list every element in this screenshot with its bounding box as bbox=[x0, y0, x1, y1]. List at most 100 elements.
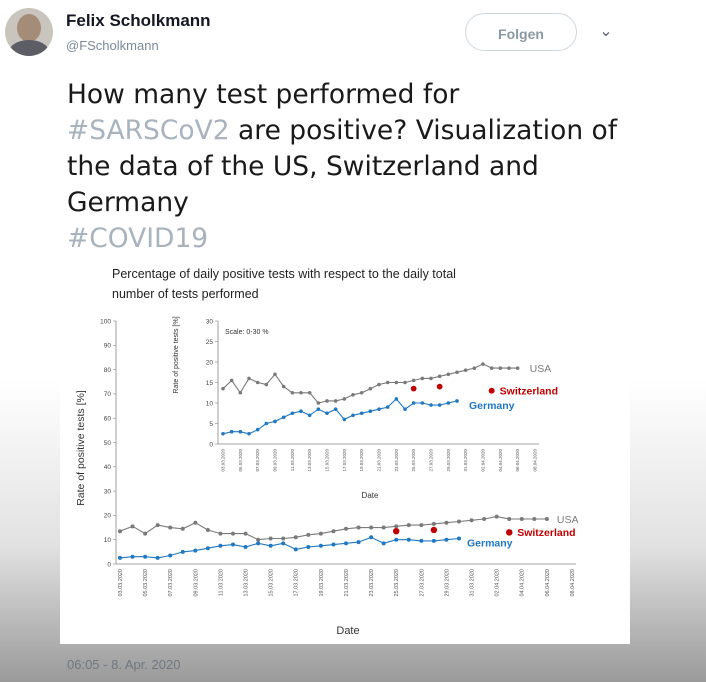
main-y-tick-label: 90 bbox=[104, 343, 112, 350]
main-y-tick-label: 50 bbox=[104, 440, 112, 447]
main-point-usa bbox=[318, 531, 323, 536]
inset-point-usa bbox=[273, 372, 277, 377]
main-x-tick-label: 17.03.2020 bbox=[294, 569, 300, 597]
inset-point-germany bbox=[255, 427, 260, 432]
inset-point-usa bbox=[489, 366, 494, 370]
inset-point-germany bbox=[273, 419, 277, 424]
inset-point-germany bbox=[325, 411, 329, 416]
main-x-tick-label: 21.03.2020 bbox=[344, 569, 350, 597]
inset-point-germany bbox=[359, 411, 364, 416]
main-x-tick-label: 27.03.2020 bbox=[419, 569, 425, 597]
inset-point-germany bbox=[385, 405, 390, 409]
main-x-tick-label: 31.03.2020 bbox=[469, 569, 475, 597]
follow-button[interactable]: Folgen bbox=[465, 13, 577, 51]
main-point-germany bbox=[293, 547, 298, 552]
inset-point-usa bbox=[229, 378, 234, 383]
main-point-germany bbox=[155, 555, 160, 560]
main-point-switzerland bbox=[393, 527, 400, 535]
main-x-tick-label: 04.04.2020 bbox=[520, 569, 526, 597]
inset-point-usa bbox=[238, 390, 243, 395]
inset-point-usa bbox=[394, 380, 399, 385]
inset-point-switzerland bbox=[410, 385, 417, 392]
inset-point-usa bbox=[498, 366, 503, 370]
inset-legend-usa: USA bbox=[530, 363, 552, 375]
inset-point-usa bbox=[290, 390, 295, 395]
inset-x-tick-label: 11.03.2020 bbox=[290, 449, 295, 472]
main-x-tick-label: 29.03.2020 bbox=[444, 569, 450, 597]
main-x-tick-label: 02.04.2020 bbox=[495, 569, 501, 597]
inset-point-usa bbox=[515, 366, 520, 370]
inset-point-germany bbox=[394, 397, 399, 401]
inset-point-germany bbox=[299, 409, 303, 413]
main-point-germany bbox=[118, 555, 122, 560]
main-x-tick-label: 25.03.2020 bbox=[394, 569, 400, 597]
main-point-germany bbox=[130, 554, 135, 559]
main-point-usa bbox=[344, 526, 348, 531]
inset-point-germany bbox=[455, 399, 459, 403]
main-y-tick-label: 40 bbox=[104, 464, 112, 471]
main-x-axis-label: Date bbox=[336, 625, 359, 637]
hashtag-covid19[interactable]: #COVID19 bbox=[67, 223, 209, 254]
main-point-usa bbox=[532, 517, 537, 522]
main-point-usa bbox=[444, 520, 449, 525]
tweet-line-3: the data of the US, Switzerland and bbox=[67, 151, 539, 182]
inset-point-usa bbox=[299, 390, 303, 395]
main-legend-usa: USA bbox=[557, 514, 579, 526]
inset-point-usa bbox=[342, 397, 347, 401]
chart-title-line-2: number of tests performed bbox=[112, 287, 259, 301]
main-point-germany bbox=[369, 535, 374, 540]
user-handle[interactable]: @FScholkmann bbox=[66, 38, 159, 53]
main-point-usa bbox=[406, 523, 411, 528]
chart-image[interactable]: Percentage of daily positive tests with … bbox=[60, 258, 630, 644]
main-point-usa bbox=[469, 518, 474, 523]
main-point-usa bbox=[256, 537, 261, 542]
inset-point-usa bbox=[455, 370, 459, 375]
inset-x-tick-label: 02.04.2020 bbox=[481, 449, 486, 472]
inset-point-usa bbox=[429, 376, 433, 381]
inset-point-usa bbox=[325, 399, 329, 403]
inset-series-germany-line bbox=[222, 398, 458, 435]
main-point-usa bbox=[544, 517, 549, 522]
inset-point-usa bbox=[316, 401, 321, 405]
main-point-germany bbox=[193, 548, 198, 553]
tweet-line-2: #SARSCoV2 are positive? Visualization of bbox=[67, 113, 667, 149]
tweet-timestamp[interactable]: 06:05 - 8. Apr. 2020 bbox=[67, 657, 181, 672]
hashtag-sarscov2[interactable]: #SARSCoV2 bbox=[67, 115, 230, 146]
main-x-tick-label: 06.04.2020 bbox=[545, 569, 551, 597]
main-point-germany bbox=[256, 541, 261, 546]
main-point-usa bbox=[205, 527, 210, 532]
main-point-usa bbox=[243, 531, 248, 536]
main-point-usa bbox=[143, 531, 148, 536]
main-y-tick-label: 0 bbox=[107, 561, 111, 568]
inset-x-tick-label: 29.03.2020 bbox=[446, 449, 451, 472]
inset-point-usa bbox=[481, 362, 485, 366]
inset-point-usa bbox=[351, 393, 355, 397]
inset-y-tick-label: 10 bbox=[206, 400, 214, 407]
main-point-usa bbox=[268, 536, 273, 541]
inset-x-tick-label: 09.03.2020 bbox=[273, 449, 278, 472]
inset-point-usa bbox=[255, 380, 260, 385]
main-point-usa bbox=[369, 525, 374, 530]
inset-x-tick-label: 06.04.2020 bbox=[515, 449, 520, 472]
main-y-tick-label: 60 bbox=[104, 415, 112, 422]
main-point-usa bbox=[356, 525, 361, 530]
inset-point-usa bbox=[385, 380, 390, 385]
inset-point-germany bbox=[221, 431, 225, 436]
inset-y-tick-label: 20 bbox=[206, 359, 214, 366]
inset-point-germany bbox=[437, 403, 442, 407]
avatar[interactable] bbox=[5, 8, 53, 56]
chevron-down-icon[interactable]: ⌄ bbox=[599, 23, 613, 40]
main-point-switzerland bbox=[430, 526, 438, 534]
user-name[interactable]: Felix Scholkmann bbox=[66, 11, 211, 30]
main-x-tick-label: 03.03.2020 bbox=[118, 569, 124, 597]
inset-point-usa bbox=[281, 384, 286, 389]
main-point-germany bbox=[318, 543, 323, 548]
main-point-germany bbox=[431, 538, 436, 543]
tweet-text: How many test performed for #SARSCoV2 ar… bbox=[67, 77, 667, 257]
main-point-germany bbox=[306, 544, 311, 549]
main-point-usa bbox=[293, 535, 298, 540]
main-point-usa bbox=[155, 523, 160, 528]
inset-point-germany bbox=[229, 429, 234, 434]
inset-point-usa bbox=[247, 376, 251, 381]
inset-x-tick-label: 03.03.2020 bbox=[221, 449, 226, 472]
